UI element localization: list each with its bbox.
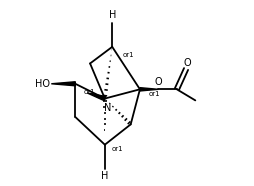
Text: or1: or1: [111, 146, 123, 152]
Polygon shape: [51, 82, 75, 86]
Text: O: O: [154, 77, 162, 87]
Text: H: H: [101, 171, 108, 181]
Text: or1: or1: [122, 52, 134, 58]
Text: or1: or1: [84, 89, 95, 95]
Text: H: H: [108, 10, 116, 20]
Text: O: O: [183, 58, 191, 68]
Text: HO: HO: [35, 79, 50, 89]
Polygon shape: [87, 93, 105, 101]
Text: or1: or1: [148, 91, 160, 97]
Polygon shape: [140, 88, 158, 91]
Text: N: N: [104, 103, 112, 113]
